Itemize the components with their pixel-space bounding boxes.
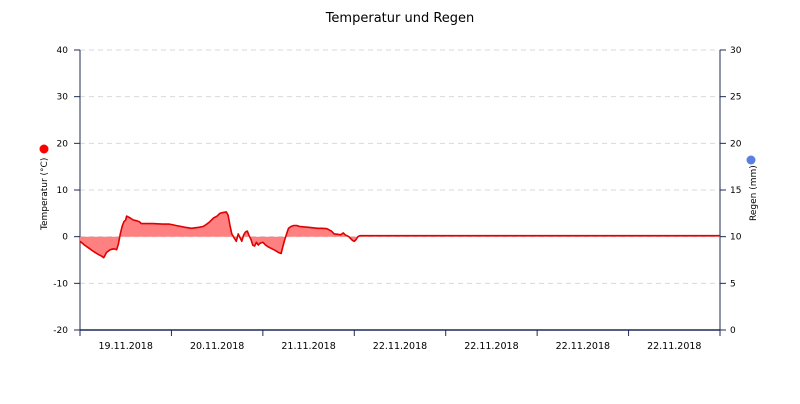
left-tick-label: -10 [53, 279, 68, 289]
left-tick-label: 0 [62, 233, 68, 243]
left-axis-ticks: 40 30 20 10 0 -10 -20 [53, 46, 80, 336]
x-tick-label: 21.11.2018 [281, 341, 335, 352]
left-axis-label: Temperatur (°C) [40, 158, 50, 231]
right-tick-label: 10 [730, 233, 742, 243]
right-tick-label: 20 [730, 139, 742, 149]
right-tick-label: 15 [730, 186, 741, 196]
temperature-legend-marker [39, 144, 49, 154]
x-axis-ticks: 19.11.2018 20.11.2018 21.11.2018 22.11.2018… [79, 330, 721, 352]
temperature-series [79, 211, 720, 259]
chart-title: Temperatur und Regen [325, 11, 475, 26]
grid-lines [80, 49, 720, 284]
right-tick-label: 25 [730, 93, 741, 103]
x-tick-label: 22.11.2018 [556, 341, 610, 352]
left-tick-label: -20 [53, 326, 68, 336]
right-axis-ticks: 30 25 20 15 10 5 0 [720, 46, 742, 336]
x-tick-label: 22.11.2018 [373, 341, 427, 352]
left-tick-label: 20 [57, 139, 69, 149]
right-axis-label: Regen (mm) [749, 165, 759, 221]
x-tick-label: 22.11.2018 [647, 341, 701, 352]
right-tick-label: 30 [730, 46, 742, 56]
right-tick-label: 0 [730, 326, 736, 336]
rain-legend-marker [746, 155, 756, 165]
left-tick-label: 40 [57, 46, 69, 56]
x-tick-label: 19.11.2018 [99, 341, 153, 352]
temperature-line [79, 211, 720, 259]
left-tick-label: 30 [57, 93, 69, 103]
temperature-area [80, 211, 720, 258]
x-tick-label: 22.11.2018 [464, 341, 518, 352]
right-tick-label: 5 [730, 279, 736, 289]
x-tick-label: 20.11.2018 [190, 341, 244, 352]
left-tick-label: 10 [57, 186, 69, 196]
